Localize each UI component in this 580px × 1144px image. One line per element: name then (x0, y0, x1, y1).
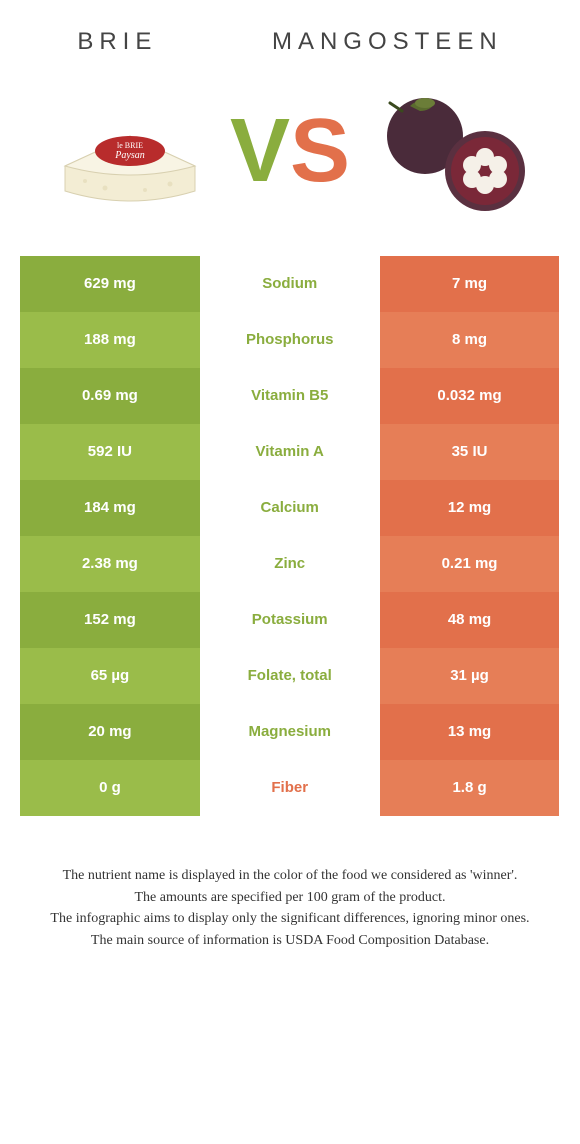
nutrient-label: Phosphorus (200, 312, 380, 368)
nutrient-table: 629 mgSodium7 mg188 mgPhosphorus8 mg0.69… (20, 256, 560, 816)
footer-line-3: The infographic aims to display only the… (35, 909, 545, 929)
svg-text:le BRIE: le BRIE (117, 141, 143, 150)
right-value: 13 mg (380, 704, 560, 760)
vs-v: V (230, 100, 290, 203)
nutrient-label: Calcium (200, 480, 380, 536)
brie-image: le BRIE Paysan (30, 66, 230, 236)
nutrient-label: Magnesium (200, 704, 380, 760)
nutrient-label: Fiber (200, 760, 380, 816)
table-row: 0 gFiber1.8 g (20, 760, 560, 816)
fruit-icon (360, 81, 540, 221)
nutrient-label: Potassium (200, 592, 380, 648)
nutrient-label: Sodium (200, 256, 380, 312)
footer-line-2: The amounts are specified per 100 gram o… (35, 888, 545, 908)
right-value: 0.032 mg (380, 368, 560, 424)
nutrient-label: Zinc (200, 536, 380, 592)
left-value: 65 µg (20, 648, 200, 704)
cheese-icon: le BRIE Paysan (55, 96, 205, 206)
footer-line-4: The main source of information is USDA F… (35, 931, 545, 951)
left-value: 20 mg (20, 704, 200, 760)
svg-text:Paysan: Paysan (114, 150, 144, 161)
right-value: 7 mg (380, 256, 560, 312)
left-value: 0.69 mg (20, 368, 200, 424)
left-value: 184 mg (20, 480, 200, 536)
nutrient-label: Folate, total (200, 648, 380, 704)
right-value: 35 IU (380, 424, 560, 480)
left-value: 152 mg (20, 592, 200, 648)
table-row: 2.38 mgZinc0.21 mg (20, 536, 560, 592)
header-right: MANGOSTEEN (272, 28, 503, 56)
table-row: 0.69 mgVitamin B50.032 mg (20, 368, 560, 424)
footer-notes: The nutrient name is displayed in the co… (0, 816, 580, 972)
nutrient-label: Vitamin A (200, 424, 380, 480)
page: BRIE MANGOSTEEN le BRIE Paysan VS (0, 0, 580, 972)
left-value: 629 mg (20, 256, 200, 312)
table-row: 20 mgMagnesium13 mg (20, 704, 560, 760)
vs-label: VS (230, 100, 350, 203)
vs-s: S (290, 100, 350, 203)
table-row: 592 IUVitamin A35 IU (20, 424, 560, 480)
table-row: 188 mgPhosphorus8 mg (20, 312, 560, 368)
right-value: 0.21 mg (380, 536, 560, 592)
table-row: 65 µgFolate, total31 µg (20, 648, 560, 704)
left-value: 0 g (20, 760, 200, 816)
header-row: BRIE MANGOSTEEN (0, 0, 580, 66)
table-row: 629 mgSodium7 mg (20, 256, 560, 312)
left-value: 188 mg (20, 312, 200, 368)
right-value: 12 mg (380, 480, 560, 536)
nutrient-label: Vitamin B5 (200, 368, 380, 424)
table-row: 152 mgPotassium48 mg (20, 592, 560, 648)
footer-line-1: The nutrient name is displayed in the co… (35, 866, 545, 886)
table-row: 184 mgCalcium12 mg (20, 480, 560, 536)
right-value: 1.8 g (380, 760, 560, 816)
left-value: 2.38 mg (20, 536, 200, 592)
right-value: 31 µg (380, 648, 560, 704)
right-value: 48 mg (380, 592, 560, 648)
header-left: BRIE (77, 28, 157, 56)
hero-row: le BRIE Paysan VS (0, 66, 580, 256)
left-value: 592 IU (20, 424, 200, 480)
right-value: 8 mg (380, 312, 560, 368)
mangosteen-image (350, 66, 550, 236)
